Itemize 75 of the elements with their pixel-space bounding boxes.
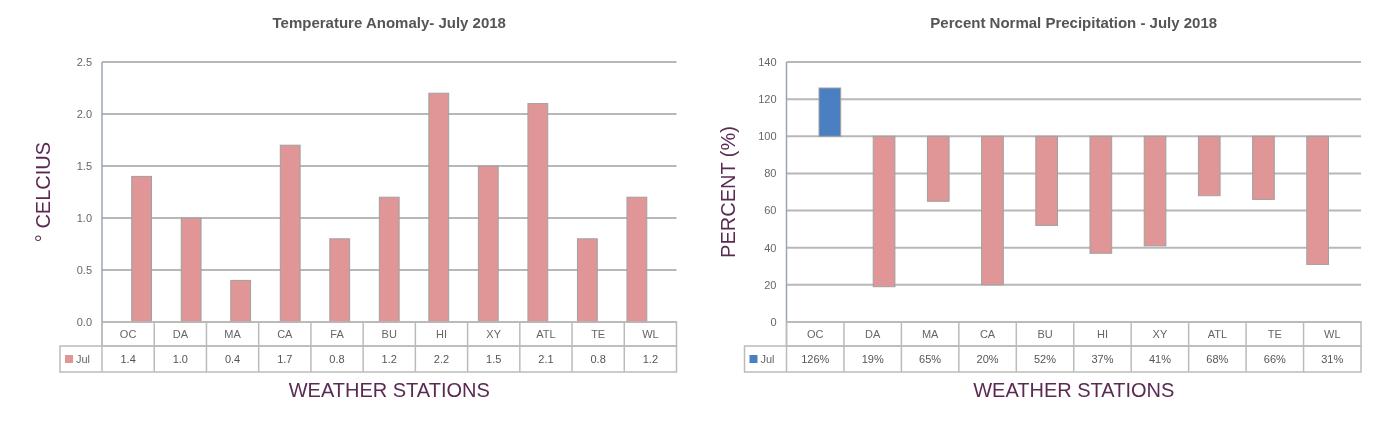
legend-label: Jul: [76, 352, 91, 365]
bar: [230, 279, 252, 323]
bar: [329, 238, 351, 323]
y-tick-label: 40: [764, 241, 777, 254]
data-label: 2.2: [433, 352, 450, 365]
data-label: 68%: [1206, 352, 1229, 365]
data-label: 1.2: [381, 352, 397, 365]
x-tick-label: ATL: [1207, 327, 1228, 340]
x-tick-label: TE: [591, 327, 606, 340]
bar: [180, 217, 202, 323]
bar: [378, 196, 400, 323]
y-tick-label: 80: [764, 167, 777, 180]
x-tick-label: HI: [1096, 327, 1108, 340]
y-tick-label: 2.0: [76, 107, 92, 120]
data-label: 1.4: [120, 352, 136, 365]
data-label: 2.1: [538, 352, 554, 365]
x-tick-label: MA: [921, 327, 940, 340]
bar: [428, 92, 450, 323]
y-tick-label: 0.5: [76, 263, 92, 276]
data-label: 41%: [1148, 352, 1172, 365]
data-label: 1.2: [642, 352, 659, 365]
x-tick-label: WL: [1324, 327, 1341, 340]
x-tick-label: WL: [642, 327, 659, 340]
bar: [576, 238, 598, 323]
y-tick-label: 120: [758, 92, 777, 105]
y-tick-label: 60: [764, 204, 777, 217]
bar: [279, 144, 301, 323]
data-label: 19%: [861, 352, 884, 365]
x-tick-label: CA: [979, 327, 996, 340]
chart-title: Temperature Anomaly- July 2018: [272, 14, 506, 31]
chart-title: Percent Normal Precipitation - July 2018: [930, 14, 1218, 31]
x-axis-title: WEATHER STATIONS: [973, 379, 1175, 401]
data-label: 65%: [919, 352, 942, 365]
y-tick-label: 1.5: [76, 159, 92, 172]
y-tick-label: 20: [764, 278, 777, 291]
bar: [626, 196, 648, 323]
x-tick-label: OC: [119, 327, 137, 340]
data-label: 52%: [1034, 352, 1057, 365]
data-label: 126%: [801, 352, 830, 365]
x-tick-label: BU: [1037, 327, 1053, 340]
y-tick-label: 1.0: [76, 211, 92, 224]
bar: [131, 175, 153, 323]
y-tick-label: 140: [758, 55, 777, 68]
x-tick-label: OC: [806, 327, 824, 340]
y-tick-label: 0.0: [76, 315, 92, 328]
data-label: 37%: [1091, 352, 1114, 365]
x-tick-label: TE: [1267, 327, 1282, 340]
bar: [527, 103, 549, 323]
bar: [477, 165, 499, 323]
data-label: 31%: [1321, 352, 1344, 365]
x-tick-label: DA: [865, 327, 881, 340]
x-tick-label: XY: [1152, 327, 1168, 340]
x-tick-label: FA: [330, 327, 345, 340]
data-label: 0.8: [590, 352, 606, 365]
data-label: 0.4: [224, 352, 241, 365]
data-label: 1.5: [486, 352, 502, 365]
y-tick-label: 2.5: [76, 55, 92, 68]
y-tick-label: 0: [770, 315, 777, 328]
data-label: 20%: [976, 352, 999, 365]
y-axis-title: ° CELCIUS: [32, 141, 54, 243]
data-label: 1.7: [277, 352, 293, 365]
x-tick-label: MA: [224, 327, 242, 340]
x-tick-label: HI: [435, 327, 447, 340]
data-label: 0.8: [329, 352, 345, 365]
y-axis-title: PERCENT (%): [716, 126, 739, 258]
x-tick-label: BU: [381, 327, 397, 340]
data-label: 66%: [1263, 352, 1287, 365]
x-tick-label: CA: [277, 327, 294, 340]
y-tick-label: 100: [758, 130, 777, 143]
data-label: 1.0: [172, 352, 188, 365]
x-tick-label: ATL: [536, 327, 556, 340]
legend-label: Jul: [760, 352, 775, 365]
x-tick-label: DA: [172, 327, 189, 340]
x-tick-label: XY: [486, 327, 502, 340]
x-axis-title: WEATHER STATIONS: [288, 379, 490, 401]
